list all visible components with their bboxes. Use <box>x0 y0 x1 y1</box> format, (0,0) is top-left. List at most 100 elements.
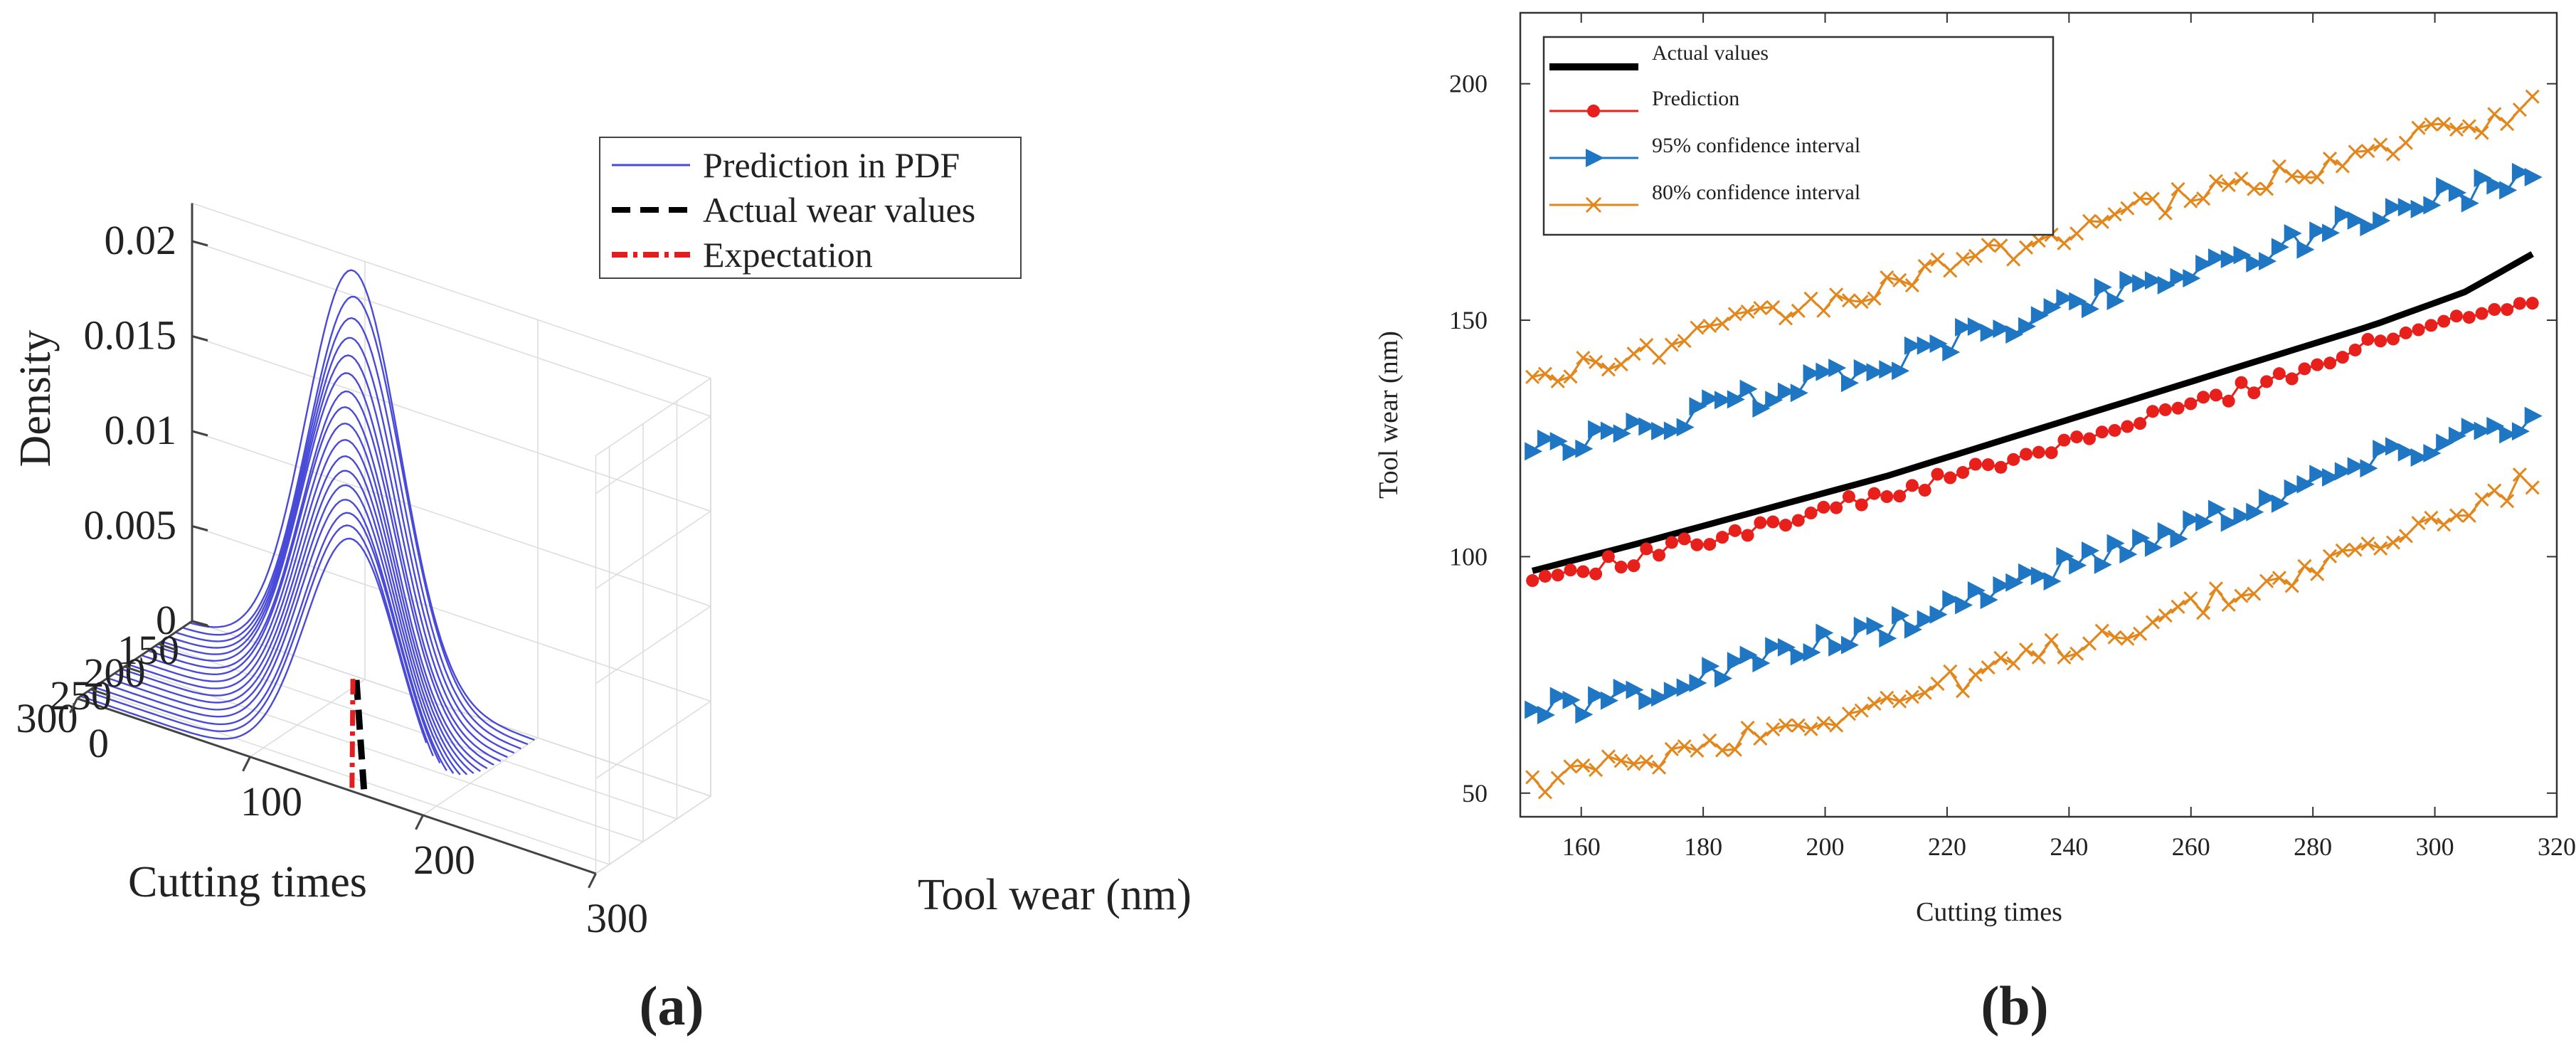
b-prediction-point <box>1931 467 1944 481</box>
b-ci80-lower-point <box>2398 529 2413 544</box>
b-ci80-upper-point <box>1651 350 1667 366</box>
b-ci80-upper-point <box>2234 171 2249 186</box>
b-ci95-upper-point <box>1727 390 1745 409</box>
a-pdf-curve <box>120 455 468 776</box>
b-ci95-upper-point <box>2410 199 2429 218</box>
b-prediction-point <box>2513 297 2526 310</box>
b-ci80-lower-point <box>2158 608 2173 623</box>
b-ci95-lower-point <box>2410 448 2429 467</box>
b-ci80-lower-point <box>1714 743 1730 758</box>
b-ci80-lower-point <box>1854 703 1869 718</box>
b-ci80-lower-point <box>1867 696 1882 711</box>
b-ci95-upper-point <box>2322 223 2341 243</box>
b-ci95-lower-point <box>2106 534 2125 553</box>
b-ci95-upper-point <box>1689 397 1707 416</box>
b-ci80-lower-point <box>1589 762 1604 778</box>
b-ci80-lower-point <box>2057 650 2072 665</box>
b-ci95-lower-point <box>1739 645 1758 665</box>
b-ci95-lower-point <box>2170 529 2188 549</box>
b-x-tick-label: 280 <box>2294 832 2332 861</box>
b-ci95-lower-point <box>2018 563 2037 582</box>
b-prediction-point <box>2146 405 2159 418</box>
b-ci95-lower-point <box>1892 605 1910 625</box>
a-x-axis <box>76 620 193 700</box>
b-ci80-lower-point <box>2525 480 2540 495</box>
a-y-axis <box>77 697 596 875</box>
b-ci80-lower-point <box>2512 467 2527 482</box>
a-y-tick-label: 0 <box>88 720 109 766</box>
b-ci80-upper-point <box>2183 194 2198 208</box>
a-z-tick <box>191 240 208 247</box>
a-pdf-curve <box>80 537 428 743</box>
b-ci95-upper-point <box>1739 379 1758 398</box>
b-prediction-point <box>1779 519 1792 532</box>
b-ci80-upper-point <box>1563 369 1578 384</box>
b-ci95-lower-point <box>2309 465 2328 484</box>
b-ci95-upper-point <box>2207 248 2226 268</box>
panel-a-3d-chart: 00.0050.010.0150.02150200250300010020030… <box>11 137 1192 1037</box>
b-prediction-point <box>2134 417 2147 430</box>
b-ci80-lower-point <box>1943 664 1958 679</box>
b-ci95-upper-point <box>1752 399 1771 418</box>
b-prediction-point <box>2348 343 2362 356</box>
a-axes <box>76 203 596 875</box>
b-ci95-upper-point <box>1967 317 1986 337</box>
b-ci95-lower-point <box>1853 616 1872 635</box>
b-ci80-lower-point <box>2170 599 2185 614</box>
b-ci80-upper-point <box>2082 213 2097 228</box>
b-ci80-lower-point <box>2247 586 2262 601</box>
a-x-gridline <box>124 423 644 843</box>
b-ci80-lower-point <box>2018 642 2034 657</box>
b-ci80-upper-point <box>2373 137 2388 152</box>
b-ci80-lower-point <box>1613 753 1628 768</box>
b-ci95-upper-point <box>1613 424 1631 443</box>
b-ci95-lower-point <box>1955 596 1973 615</box>
b-prediction-point <box>2082 432 2096 445</box>
b-ci95-upper-point <box>2334 205 2353 224</box>
b-ci95-lower-point <box>2132 529 2151 548</box>
b-ci80-upper-point <box>2259 181 2274 196</box>
b-ci95-upper-point <box>1955 317 1973 337</box>
b-ci80-upper-point <box>1867 291 1882 306</box>
b-ci95-lower-point <box>1980 591 1998 610</box>
b-ci95-lower-point <box>1575 705 1594 724</box>
b-prediction-point <box>2475 307 2488 320</box>
b-ci80-upper-point <box>2335 159 2350 174</box>
b-ci95-upper-point <box>2018 317 2037 336</box>
b-ci95-lower-point <box>2220 513 2239 532</box>
a-y-axis-label: Tool wear (nm) <box>918 871 1192 919</box>
b-ci80-lower-point <box>1550 771 1565 785</box>
a-pdf-curve <box>161 354 508 758</box>
b-y-axis-label: Tool wear (nm) <box>1374 331 1404 499</box>
b-ci80-lower-point <box>1576 758 1591 773</box>
b-prediction-point <box>2361 332 2375 346</box>
b-ci80-upper-point <box>1613 357 1628 372</box>
b-ci95-upper-point <box>2524 168 2543 187</box>
b-ci95-upper-point <box>1892 361 1910 381</box>
b-ci95-upper-point <box>1980 323 1998 342</box>
b-ci80-lower-point <box>1525 770 1540 785</box>
b-ci80-lower-point <box>1677 739 1692 754</box>
a-y-gridline <box>595 378 711 874</box>
b-ci80-lower-point <box>1803 721 1818 736</box>
b-ci80-upper-point <box>2120 201 2135 216</box>
b-ci95-upper-point <box>2309 221 2328 240</box>
b-ci95-upper-point <box>1575 439 1594 458</box>
b-ci95-lower-point <box>1626 680 1644 699</box>
b-prediction-point <box>1653 549 1666 562</box>
b-ci80-upper-point <box>2398 135 2413 150</box>
b-ci95-upper-point <box>2461 194 2479 213</box>
b-ci95-upper-point <box>2499 181 2518 200</box>
b-ci80-lower-point <box>2094 623 2109 638</box>
b-ci95-lower-point <box>2461 418 2479 437</box>
b-ci80-upper-point <box>1778 311 1793 326</box>
b-legend-label-95: 95% confidence interval <box>1652 134 1860 157</box>
b-ci80-lower-point <box>2082 636 2097 651</box>
b-prediction-point <box>1526 574 1539 588</box>
b-ci95-lower-point <box>2436 433 2454 452</box>
b-ci95-lower-line <box>1532 415 2533 716</box>
b-ci80-upper-point <box>2461 119 2476 134</box>
b-ci95-upper-point <box>2448 183 2466 202</box>
b-ci80-lower-point <box>1766 722 1781 737</box>
